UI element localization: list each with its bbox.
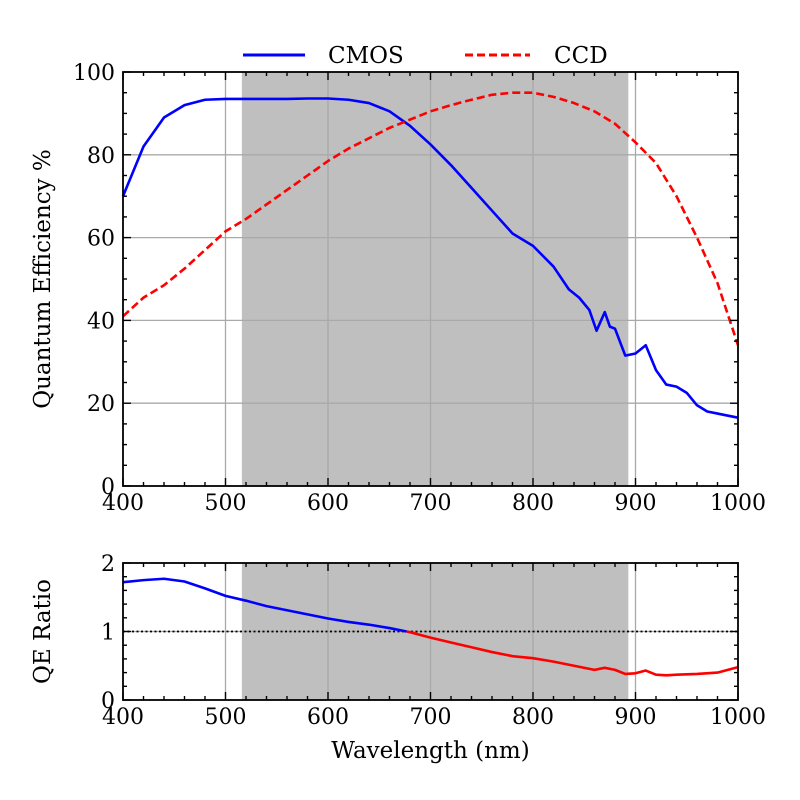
ratio-x-tick-label: 500 — [205, 705, 247, 730]
legend-label-ccd: CCD — [554, 43, 608, 69]
ratio-x-tick-label: 600 — [307, 705, 349, 730]
ratio-x-tick-label: 1000 — [710, 705, 766, 730]
ratio-x-axis-label: Wavelength (nm) — [331, 738, 529, 764]
ratio-x-tick-label: 800 — [512, 705, 554, 730]
qe-y-tick-label: 60 — [87, 227, 115, 252]
qe-y-tick-label: 0 — [101, 475, 115, 500]
qe-y-tick-label: 20 — [87, 392, 115, 417]
ratio-line-below — [406, 630, 739, 677]
qe-x-tick-label: 800 — [512, 491, 554, 516]
ratio-y-tick-label: 2 — [101, 552, 115, 577]
qe-y-tick-label: 100 — [73, 61, 115, 86]
qe-x-tick-label: 700 — [410, 491, 452, 516]
legend-label-cmos: CMOS — [328, 43, 404, 69]
ratio-x-tick-label: 700 — [410, 705, 452, 730]
ratio-y-tick-label: 0 — [101, 689, 115, 714]
qe-x-tick-label: 1000 — [710, 491, 766, 516]
series-line-ccd — [122, 91, 740, 346]
ratio-x-tick-label: 900 — [615, 705, 657, 730]
qe-y-axis-label: Quantum Efficiency % — [30, 149, 56, 409]
ratio-y-axis-label: QE Ratio — [30, 579, 56, 684]
qe-x-tick-label: 900 — [615, 491, 657, 516]
ratio-line-above — [122, 577, 407, 633]
ratio-panel: 400 500 600 700 800 900 1000 0 1 2 QE Ratio Wavelen… — [30, 552, 766, 764]
qe-x-tick-label: 500 — [205, 491, 247, 516]
series-line-cmos — [121, 97, 739, 419]
ratio-y-tick-label: 1 — [101, 621, 115, 646]
qe-shaded-band — [241, 72, 629, 486]
qe-x-tick-label: 600 — [307, 491, 349, 516]
qe-y-tick-label: 80 — [87, 144, 115, 169]
ratio-x-tick-label: 400 — [102, 705, 144, 730]
qe-panel: 400 500 600 700 800 900 1000 0 20 40 60 80 100 Quantu… — [30, 61, 766, 516]
qe-y-tick-label: 40 — [87, 309, 115, 334]
qe-x-tick-label: 400 — [102, 491, 144, 516]
legend: CMOS CCD — [243, 43, 608, 69]
